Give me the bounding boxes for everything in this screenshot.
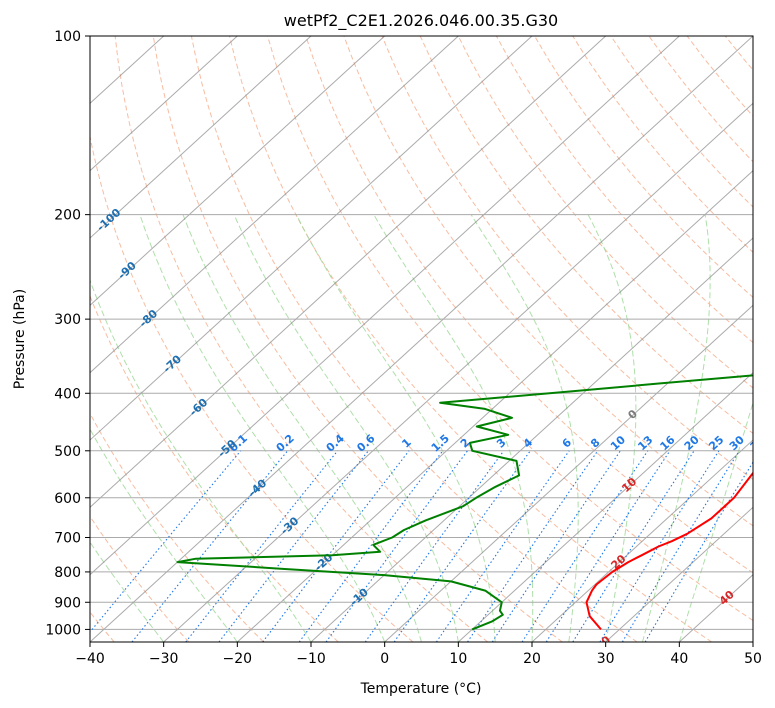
isotherm-line — [90, 36, 753, 642]
y-tick-label: 300 — [54, 312, 81, 328]
moist-adiabat — [642, 214, 711, 642]
isotherm-line — [457, 371, 753, 642]
dry-adiabat — [229, 36, 712, 642]
mixing-ratio-line — [621, 450, 740, 642]
y-tick-label: 700 — [54, 531, 81, 547]
mixing-ratio-line — [572, 450, 695, 642]
x-tick-label: 20 — [523, 651, 541, 667]
x-tick-label: 30 — [597, 651, 615, 667]
x-tick-label: −40 — [75, 651, 105, 667]
dry-adiabat — [267, 36, 753, 622]
y-tick-label: 900 — [54, 595, 81, 611]
dry-adiabat — [152, 36, 563, 642]
mixing-ratio-line — [393, 450, 531, 642]
x-tick-label: 10 — [449, 651, 467, 667]
isotherm-line — [90, 36, 386, 307]
mixing-ratio-line — [521, 450, 649, 642]
x-tick-label: 40 — [670, 651, 688, 667]
x-tick-label: 0 — [380, 651, 389, 667]
mixing-ratio-line — [545, 450, 671, 642]
mixing-ratio-line — [185, 450, 339, 642]
axis-ticks: −40 −30 −20 −10 0 10 20 30 40 50 100 200 300 400 500 60… — [45, 29, 762, 667]
isotherm-line — [605, 506, 753, 642]
isotherm-line — [310, 237, 753, 642]
y-tick-label: 500 — [54, 444, 81, 460]
dry-adiabat — [90, 412, 264, 642]
isotherm-line — [163, 102, 753, 642]
y-tick-label: 600 — [54, 491, 81, 507]
mixing-ratio-line — [298, 450, 444, 642]
isotherm-line — [90, 36, 533, 441]
dry-adiabat — [457, 36, 753, 389]
moist-adiabat — [90, 278, 312, 642]
y-tick-label: 1000 — [45, 622, 81, 638]
dry-adiabat — [114, 36, 488, 642]
isotherm-line — [90, 36, 238, 172]
dry-adiabat — [534, 36, 753, 298]
y-tick-label: 400 — [54, 386, 81, 402]
y-tick-label: 100 — [54, 29, 81, 45]
isotherm-line — [90, 36, 607, 509]
moist-adiabat — [139, 214, 386, 642]
mixing-ratio-label: 36 — [748, 433, 768, 453]
dry-adiabat — [419, 36, 753, 435]
temperature-profile-line — [585, 471, 753, 631]
dry-adiabat — [343, 36, 753, 527]
moist-adiabat — [90, 541, 165, 642]
moist-adiabat — [182, 214, 422, 642]
isotherm-line — [90, 36, 312, 239]
profile-lines — [176, 374, 753, 631]
mixing-ratio-line — [491, 450, 621, 642]
plot-frame — [89, 35, 754, 643]
chart-title: wetPf2_C2E1.2026.046.00.35.G30 — [284, 11, 558, 31]
moist-adiabat — [373, 214, 534, 642]
mixing-ratio-line — [435, 450, 570, 642]
mixing-ratio-line — [467, 450, 599, 642]
dry-adiabat — [305, 36, 753, 574]
x-axis-label: Temperature (°C) — [360, 681, 482, 697]
moist-adiabat — [233, 214, 459, 642]
x-tick-label: −10 — [296, 651, 326, 667]
isotherm-line — [90, 36, 680, 576]
x-tick-label: −20 — [223, 651, 253, 667]
y-tick-label: 800 — [54, 565, 81, 581]
moist-adiabat — [587, 214, 637, 642]
moist-adiabat — [90, 428, 238, 642]
mixing-ratio-line — [90, 450, 242, 633]
x-tick-label: 50 — [744, 651, 762, 667]
y-axis-label: Pressure (hPa) — [12, 289, 28, 389]
mixing-ratio-line — [325, 450, 468, 642]
isotherm-line — [236, 169, 753, 642]
isotherm-line — [531, 439, 753, 642]
moist-adiabat — [678, 400, 753, 642]
dry-adiabat — [190, 36, 638, 642]
mixing-ratio-line — [262, 450, 410, 642]
isotherm-line — [384, 304, 753, 642]
mixing-ratio-line — [644, 461, 753, 642]
isotherm-label: 30 — [593, 633, 613, 653]
isotherm-line — [90, 36, 459, 374]
x-tick-label: −30 — [149, 651, 179, 667]
background-lines — [90, 36, 753, 642]
y-tick-label: 200 — [54, 208, 81, 224]
dewpoint-profile-line — [176, 374, 753, 631]
mixing-ratio-line — [364, 450, 505, 642]
dry-adiabat — [381, 36, 753, 481]
